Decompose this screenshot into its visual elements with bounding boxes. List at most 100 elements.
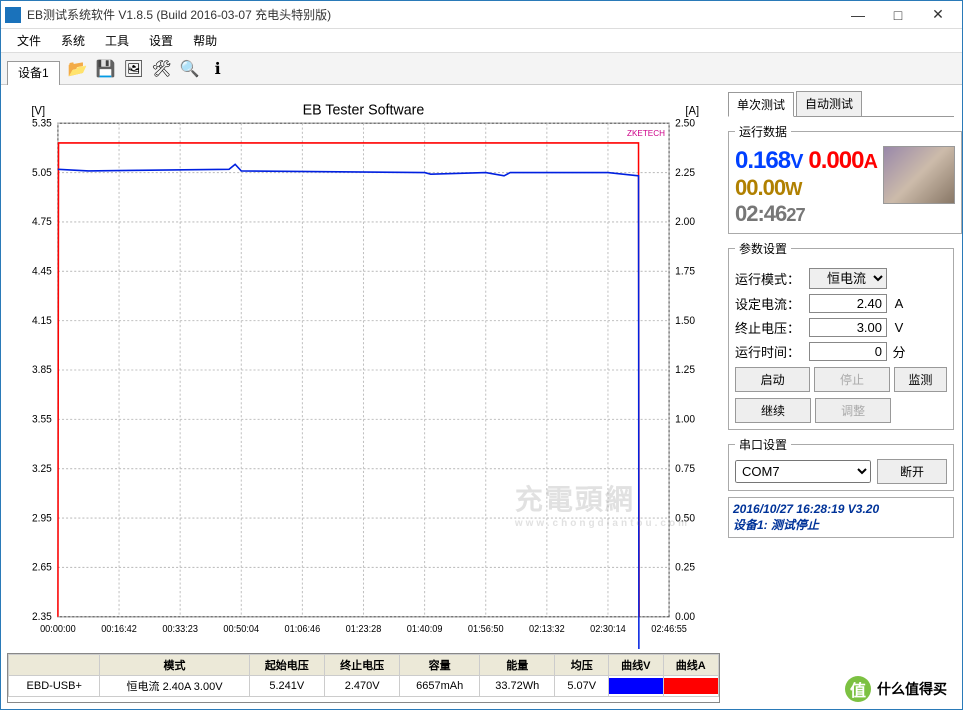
svg-text:2.35: 2.35 <box>32 612 52 623</box>
chart: 2.350.002.650.252.950.503.250.753.551.00… <box>7 91 720 649</box>
maximize-button[interactable]: □ <box>878 2 918 28</box>
readout-power: 00.00W <box>735 175 877 201</box>
svg-text:2.00: 2.00 <box>675 217 695 228</box>
svg-text:01:06:46: 01:06:46 <box>285 623 321 634</box>
svg-text:01:23:28: 01:23:28 <box>346 623 382 634</box>
brand-text: 什么值得买 <box>877 679 947 699</box>
svg-text:1.25: 1.25 <box>675 365 695 376</box>
readout-current: 0.000A <box>808 146 877 175</box>
svg-text:3.55: 3.55 <box>32 414 52 425</box>
run-time-input[interactable] <box>809 342 887 361</box>
svg-text:2.65: 2.65 <box>32 562 52 573</box>
save-icon[interactable]: 💾 <box>93 56 119 82</box>
svg-text:0.00: 0.00 <box>675 612 695 623</box>
readout-time: 02:4627 <box>735 201 877 227</box>
continue-button[interactable]: 继续 <box>735 398 811 423</box>
col-startv: 起始电压 <box>249 655 324 676</box>
end-voltage-input[interactable] <box>809 318 887 337</box>
brand-badge: 值 什么值得买 <box>839 674 953 704</box>
svg-text:00:16:42: 00:16:42 <box>101 623 137 634</box>
col-capacity: 容量 <box>400 655 480 676</box>
app-icon <box>5 7 21 23</box>
tab-single-test[interactable]: 单次测试 <box>728 92 794 117</box>
stop-button[interactable]: 停止 <box>814 367 889 392</box>
status-message: 设备1: 测试停止 <box>733 516 949 533</box>
minimize-button[interactable]: — <box>838 2 878 28</box>
run-time-unit: 分 <box>887 342 911 361</box>
app-window: EB测试系统软件 V1.8.5 (Build 2016-03-07 充电头特别版… <box>0 0 963 710</box>
zoom-icon[interactable]: 🔍 <box>177 56 203 82</box>
param-panel: 参数设置 运行模式： 恒电流 设定电流： A 终止电压： V 运行时 <box>728 240 954 430</box>
side-tabs: 单次测试 自动测试 <box>728 91 954 117</box>
mode-select[interactable]: 恒电流 <box>809 268 887 289</box>
monitor-button[interactable]: 监测 <box>894 367 947 392</box>
image-icon[interactable]: 🖼 <box>121 56 147 82</box>
table-row[interactable]: EBD-USB+ 恒电流 2.40A 3.00V 5.241V 2.470V 6… <box>9 676 719 697</box>
cell-mode: 恒电流 2.40A 3.00V <box>100 676 249 697</box>
svg-text:01:56:50: 01:56:50 <box>468 623 504 634</box>
cell-energy: 33.72Wh <box>480 676 555 697</box>
menu-tools[interactable]: 工具 <box>95 30 139 51</box>
wrench-icon[interactable]: 🛠 <box>149 56 175 82</box>
svg-text:ZKETECH: ZKETECH <box>627 128 665 138</box>
tab-auto-test[interactable]: 自动测试 <box>796 91 862 116</box>
cell-avgv: 5.07V <box>555 676 609 697</box>
end-voltage-label: 终止电压： <box>735 318 809 337</box>
cell-device: EBD-USB+ <box>9 676 100 697</box>
run-time-label: 运行时间： <box>735 342 809 361</box>
set-current-input[interactable] <box>809 294 887 313</box>
col-curvev: 曲线V <box>609 655 664 676</box>
svg-text:1.50: 1.50 <box>675 316 695 327</box>
svg-text:1.00: 1.00 <box>675 414 695 425</box>
svg-text:2.25: 2.25 <box>675 168 695 179</box>
device-tab[interactable]: 设备1 <box>7 61 60 85</box>
menu-file[interactable]: 文件 <box>7 30 51 51</box>
readout-voltage: 0.168V <box>735 146 802 175</box>
window-title: EB测试系统软件 V1.8.5 (Build 2016-03-07 充电头特别版… <box>27 6 838 23</box>
status-timestamp: 2016/10/27 16:28:19 V3.20 <box>733 502 949 516</box>
results-table: 模式 起始电压 终止电压 容量 能量 均压 曲线V 曲线A EBD-USB+ 恒… <box>7 653 720 703</box>
start-button[interactable]: 启动 <box>735 367 810 392</box>
close-button[interactable]: ✕ <box>918 2 958 28</box>
menu-help[interactable]: 帮助 <box>183 30 227 51</box>
serial-legend: 串口设置 <box>735 436 791 453</box>
svg-text:2.50: 2.50 <box>675 118 695 129</box>
col-mode: 模式 <box>100 655 249 676</box>
svg-text:02:46:55: 02:46:55 <box>651 623 687 634</box>
svg-text:3.25: 3.25 <box>32 464 52 475</box>
mode-label: 运行模式： <box>735 269 809 288</box>
svg-text:0.50: 0.50 <box>675 513 695 524</box>
end-voltage-unit: V <box>887 320 911 335</box>
cell-endv: 2.470V <box>324 676 399 697</box>
menu-settings[interactable]: 设置 <box>139 30 183 51</box>
col-curvea: 曲线A <box>663 655 718 676</box>
toolbar: 设备1 📂 💾 🖼 🛠 🔍 ℹ <box>1 53 962 85</box>
svg-text:4.75: 4.75 <box>32 217 52 228</box>
status-box: 2016/10/27 16:28:19 V3.20 设备1: 测试停止 <box>728 497 954 538</box>
cell-startv: 5.241V <box>249 676 324 697</box>
svg-text:1.75: 1.75 <box>675 266 695 277</box>
svg-text:01:40:09: 01:40:09 <box>407 623 443 634</box>
svg-text:5.05: 5.05 <box>32 168 52 179</box>
adjust-button[interactable]: 调整 <box>815 398 891 423</box>
svg-text:4.15: 4.15 <box>32 316 52 327</box>
svg-text:00:00:00: 00:00:00 <box>40 623 76 634</box>
col-endv: 终止电压 <box>324 655 399 676</box>
run-data-legend: 运行数据 <box>735 123 791 140</box>
svg-text:02:30:14: 02:30:14 <box>590 623 626 634</box>
titlebar: EB测试系统软件 V1.8.5 (Build 2016-03-07 充电头特别版… <box>1 1 962 29</box>
serial-port-select[interactable]: COM7 <box>735 460 871 483</box>
svg-text:4.45: 4.45 <box>32 266 52 277</box>
svg-text:00:33:23: 00:33:23 <box>162 623 198 634</box>
menubar: 文件 系统 工具 设置 帮助 <box>1 29 962 53</box>
info-icon[interactable]: ℹ <box>205 56 231 82</box>
set-current-label: 设定电流： <box>735 294 809 313</box>
cell-curvev-swatch <box>609 676 664 697</box>
open-icon[interactable]: 📂 <box>65 56 91 82</box>
svg-text:0.75: 0.75 <box>675 464 695 475</box>
svg-text:[A]: [A] <box>685 105 699 117</box>
svg-text:5.35: 5.35 <box>32 118 52 129</box>
disconnect-button[interactable]: 断开 <box>877 459 947 484</box>
menu-system[interactable]: 系统 <box>51 30 95 51</box>
svg-text:EB Tester Software: EB Tester Software <box>303 102 425 118</box>
